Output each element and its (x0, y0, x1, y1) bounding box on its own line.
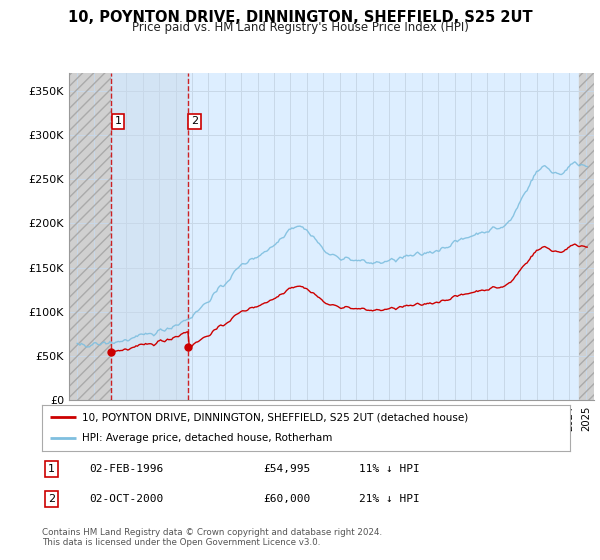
Bar (112, 73, 188, 400)
Text: 2: 2 (191, 116, 198, 127)
Text: 1: 1 (48, 464, 55, 474)
Text: HPI: Average price, detached house, Rotherham: HPI: Average price, detached house, Roth… (82, 433, 332, 444)
Bar (579, 73, 594, 400)
Text: 1: 1 (115, 116, 121, 127)
Text: £60,000: £60,000 (264, 494, 311, 504)
Text: 2: 2 (48, 494, 55, 504)
Text: 10, POYNTON DRIVE, DINNINGTON, SHEFFIELD, S25 2UT (detached house): 10, POYNTON DRIVE, DINNINGTON, SHEFFIELD… (82, 412, 468, 422)
Text: 10, POYNTON DRIVE, DINNINGTON, SHEFFIELD, S25 2UT: 10, POYNTON DRIVE, DINNINGTON, SHEFFIELD… (68, 10, 532, 25)
Bar (69, 73, 112, 400)
Text: 21% ↓ HPI: 21% ↓ HPI (359, 494, 419, 504)
Text: £54,995: £54,995 (264, 464, 311, 474)
Text: Price paid vs. HM Land Registry's House Price Index (HPI): Price paid vs. HM Land Registry's House … (131, 21, 469, 34)
Bar (579, 73, 594, 400)
Text: 11% ↓ HPI: 11% ↓ HPI (359, 464, 419, 474)
Text: 02-FEB-1996: 02-FEB-1996 (89, 464, 164, 474)
Text: 02-OCT-2000: 02-OCT-2000 (89, 494, 164, 504)
Text: Contains HM Land Registry data © Crown copyright and database right 2024.
This d: Contains HM Land Registry data © Crown c… (42, 528, 382, 547)
Bar (69, 73, 112, 400)
